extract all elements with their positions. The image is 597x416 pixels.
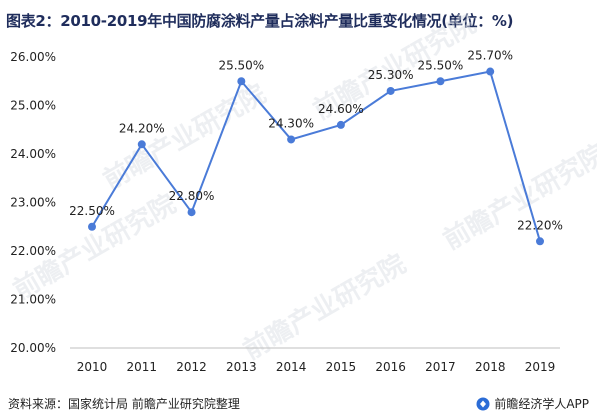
data-point [386, 86, 395, 95]
data-label: 24.30% [268, 116, 314, 130]
y-tick-label: 26.00% [10, 50, 56, 64]
data-label: 22.20% [517, 218, 563, 232]
x-tick-label: 2010 [77, 360, 108, 374]
watermark-text: 前瞻产业研究院 [438, 138, 597, 256]
data-point [187, 208, 196, 217]
y-tick-label: 20.00% [10, 341, 56, 355]
data-label: 25.30% [368, 68, 414, 82]
data-point [88, 222, 96, 231]
data-label: 22.80% [169, 189, 215, 203]
y-tick-label: 23.00% [10, 196, 56, 210]
series-group: 22.50% 24.20% 22.80% 25.50% 24.30% 24.60% 25.3… [69, 49, 563, 246]
y-tick-label: 22.00% [10, 244, 56, 258]
data-label: 25.70% [467, 49, 513, 63]
series-line [91, 70, 541, 242]
data-point [287, 135, 296, 144]
data-point [336, 120, 345, 129]
x-tick-label: 2013 [226, 360, 257, 374]
data-point [486, 67, 495, 76]
x-tick-label: 2012 [176, 360, 207, 374]
y-tick-label: 25.00% [10, 99, 56, 113]
y-tick-label: 21.00% [10, 293, 56, 307]
x-tick-label: 2018 [475, 360, 506, 374]
source-note: 资料来源：国家统计局 前瞻产业研究院整理 [8, 397, 240, 411]
x-tick-label: 2015 [326, 360, 357, 374]
chart-title: 图表2：2010-2019年中国防腐涂料产量占涂料产量比重变化情况(单位：%) [6, 12, 514, 30]
y-tick-label: 24.00% [10, 147, 56, 161]
data-label: 24.60% [318, 102, 364, 116]
data-point [137, 140, 146, 149]
watermark-text: 前瞻产业研究院 [98, 78, 271, 196]
x-tick-label: 2011 [127, 360, 158, 374]
y-axis: 20.00% 21.00% 22.00% 23.00% 24.00% 25.00% 26.0… [10, 50, 56, 355]
brand-logo-icon [476, 397, 490, 410]
footer: 资料来源：国家统计局 前瞻产业研究院整理 前瞻经济学人APP [0, 390, 597, 416]
data-point [237, 77, 246, 86]
x-tick-label: 2019 [525, 360, 556, 374]
data-label: 24.20% [119, 121, 165, 135]
x-tick-label: 2016 [375, 360, 406, 374]
brand-credit: 前瞻经济学人APP [476, 395, 589, 412]
x-tick-label: 2017 [425, 360, 456, 374]
data-point [536, 237, 544, 246]
data-point [436, 77, 445, 86]
data-label: 25.50% [418, 58, 464, 72]
data-label: 25.50% [218, 58, 264, 72]
brand-name: 前瞻经济学人APP [494, 397, 589, 411]
x-axis: 2010 2011 2012 2013 2014 2015 2016 2017 2018 2019 [70, 347, 560, 374]
x-tick-label: 2014 [276, 360, 307, 374]
data-label: 22.50% [69, 204, 115, 218]
